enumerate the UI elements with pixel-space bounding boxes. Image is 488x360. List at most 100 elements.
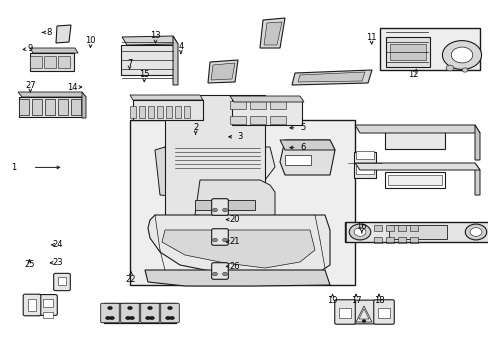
Bar — [164, 95, 264, 235]
Polygon shape — [280, 140, 334, 150]
Text: 9: 9 — [28, 44, 33, 53]
Bar — [58, 277, 66, 285]
Polygon shape — [56, 25, 71, 43]
Bar — [71, 99, 81, 115]
Text: 10: 10 — [85, 36, 96, 45]
Circle shape — [361, 320, 365, 323]
Polygon shape — [474, 125, 479, 160]
Text: 15: 15 — [139, 70, 149, 79]
Bar — [229, 101, 245, 109]
Bar — [385, 172, 444, 188]
Bar — [58, 56, 70, 68]
Bar — [377, 307, 389, 318]
Bar — [385, 225, 394, 231]
FancyBboxPatch shape — [373, 300, 393, 324]
Text: 25: 25 — [24, 260, 35, 269]
Bar — [129, 106, 136, 118]
Polygon shape — [229, 96, 304, 102]
Bar — [45, 99, 55, 115]
Circle shape — [461, 68, 467, 72]
Bar — [195, 200, 254, 210]
Circle shape — [127, 306, 132, 310]
FancyBboxPatch shape — [54, 273, 70, 291]
Text: 17: 17 — [350, 296, 361, 305]
Circle shape — [450, 47, 472, 63]
Text: 23: 23 — [52, 258, 63, 267]
Circle shape — [212, 238, 217, 242]
Bar — [385, 237, 394, 243]
Circle shape — [464, 224, 486, 240]
Circle shape — [169, 316, 174, 320]
Bar — [397, 237, 406, 243]
FancyBboxPatch shape — [334, 300, 355, 324]
Circle shape — [222, 208, 227, 212]
FancyBboxPatch shape — [39, 294, 57, 315]
Bar — [249, 116, 265, 124]
Polygon shape — [122, 36, 178, 45]
Bar — [385, 131, 444, 149]
Circle shape — [353, 228, 365, 236]
Text: 21: 21 — [229, 238, 240, 246]
Text: 5: 5 — [300, 123, 305, 132]
Text: 24: 24 — [52, 240, 63, 249]
Polygon shape — [354, 125, 479, 133]
Circle shape — [105, 316, 110, 320]
Text: 26: 26 — [229, 262, 240, 271]
Circle shape — [212, 272, 217, 276]
Bar — [388, 225, 447, 239]
Bar — [30, 56, 42, 68]
Bar — [356, 152, 373, 159]
FancyBboxPatch shape — [121, 303, 139, 323]
Bar — [285, 155, 310, 165]
Text: 27: 27 — [25, 81, 36, 90]
Bar — [156, 106, 163, 118]
Text: 6: 6 — [300, 143, 305, 152]
FancyBboxPatch shape — [23, 294, 41, 316]
Bar — [409, 237, 418, 243]
Polygon shape — [162, 230, 314, 268]
Bar — [387, 175, 441, 185]
Bar — [29, 53, 74, 71]
Bar — [58, 99, 68, 115]
Text: 1: 1 — [11, 163, 16, 172]
Bar — [44, 56, 56, 68]
Bar — [397, 225, 406, 231]
Polygon shape — [145, 270, 329, 286]
Bar — [389, 44, 425, 60]
Bar — [165, 106, 172, 118]
Text: 19: 19 — [326, 296, 337, 305]
Circle shape — [222, 238, 227, 242]
Circle shape — [149, 316, 154, 320]
Bar — [373, 237, 382, 243]
Bar — [379, 28, 479, 70]
Text: 20: 20 — [229, 215, 240, 224]
Bar — [344, 221, 488, 242]
Circle shape — [125, 316, 130, 320]
FancyBboxPatch shape — [101, 303, 119, 323]
Bar — [132, 100, 203, 120]
Bar — [229, 116, 245, 124]
Polygon shape — [354, 163, 479, 170]
Bar — [269, 116, 285, 124]
Polygon shape — [474, 163, 479, 195]
Bar — [231, 99, 302, 125]
Circle shape — [348, 224, 370, 240]
Circle shape — [469, 228, 481, 236]
Bar — [269, 101, 285, 109]
Circle shape — [222, 272, 227, 276]
Circle shape — [145, 316, 150, 320]
Text: 12: 12 — [407, 70, 418, 79]
Circle shape — [445, 65, 453, 71]
Polygon shape — [30, 48, 78, 53]
Polygon shape — [195, 180, 274, 220]
Bar — [249, 101, 265, 109]
Bar — [353, 152, 375, 177]
Text: 22: 22 — [125, 274, 136, 284]
Text: 13: 13 — [150, 31, 161, 40]
Text: 2: 2 — [193, 123, 198, 132]
Bar — [19, 97, 85, 117]
Polygon shape — [130, 95, 203, 100]
Bar — [345, 222, 488, 242]
Bar — [339, 307, 350, 318]
Bar — [174, 106, 181, 118]
